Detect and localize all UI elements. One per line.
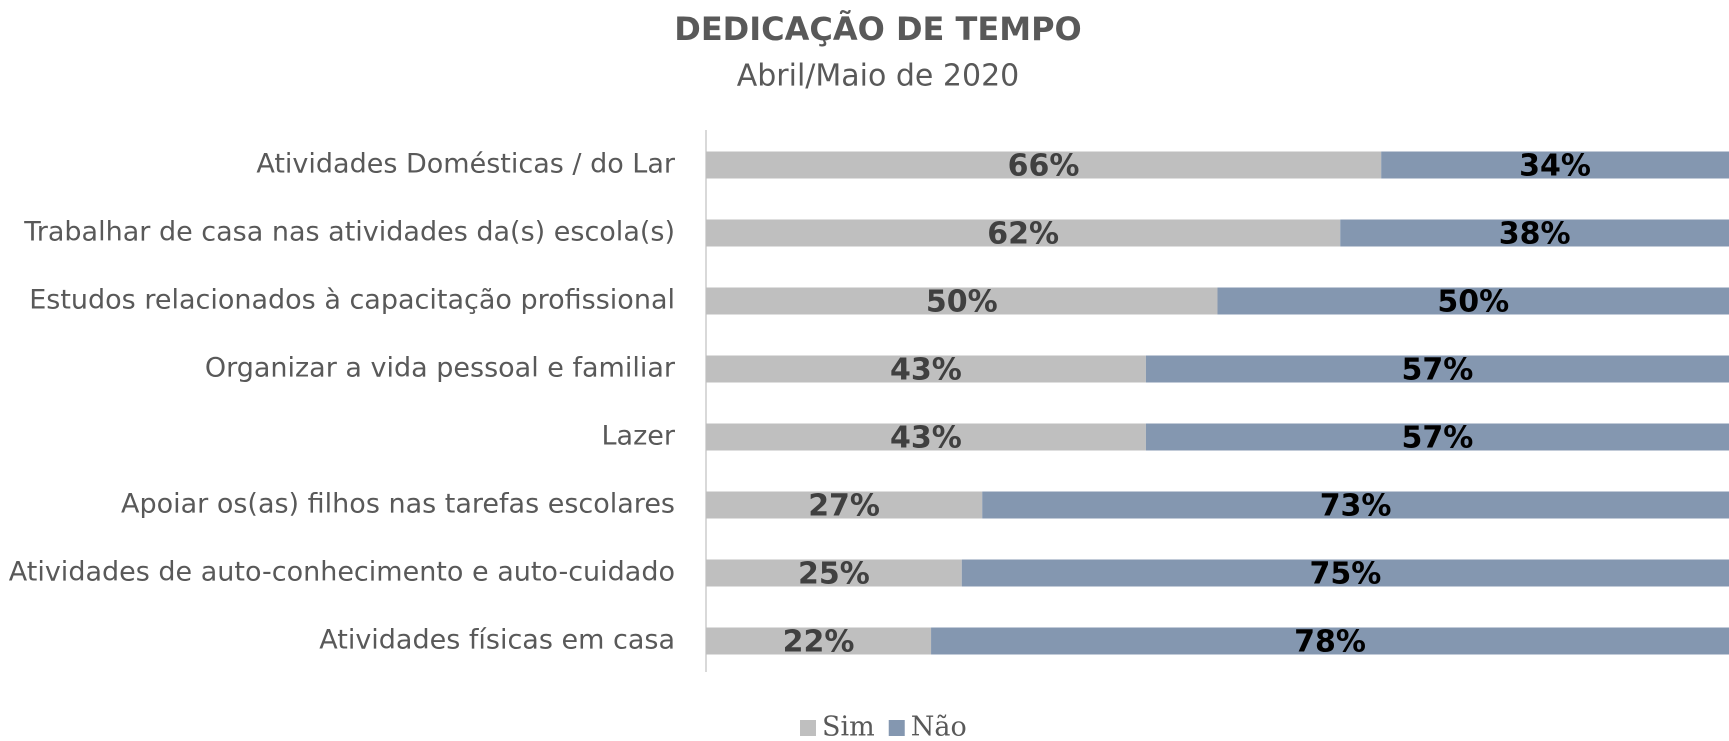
bar-segment [1381,151,1729,179]
data-label: 57% [1402,421,1474,456]
bar-segment [961,559,1729,587]
legend-label: Sim [822,712,875,741]
legend-swatch [800,720,816,736]
data-label: 62% [987,217,1059,252]
y-tick-label: Atividades físicas em casa [319,625,675,656]
y-tick-label: Atividades Domésticas / do Lar [256,149,676,180]
data-label: 50% [1437,285,1509,320]
y-tick-label: Trabalhar de casa nas atividades da(s) e… [23,217,675,248]
bar-segment [706,491,983,519]
chart-title: DEDICAÇÃO DE TEMPO [674,10,1081,48]
data-label: 57% [1402,353,1474,388]
data-label: 27% [808,489,880,524]
y-tick-label: Organizar a vida pessoal e familiar [205,353,676,384]
data-label: 73% [1320,489,1392,524]
bar-segment [706,423,1146,451]
bar-segment [706,559,962,587]
bar-segment [706,151,1382,179]
data-label: 78% [1294,625,1366,660]
bar-segment [931,627,1729,655]
data-label: 34% [1519,149,1591,184]
data-label: 43% [890,353,962,388]
bar-segment [706,219,1341,247]
bar-segment [1340,219,1729,247]
bar-segment [1145,355,1729,383]
legend-swatch [888,720,905,736]
data-label: 38% [1499,217,1571,252]
bar-segment [706,355,1146,383]
y-tick-label: Apoiar os(as) filhos nas tarefas escolar… [121,489,675,520]
bar-segment [1145,423,1729,451]
y-tick-label: Estudos relacionados à capacitação profi… [29,285,675,316]
data-label: 50% [926,285,998,320]
data-label: 66% [1008,149,1080,184]
chart-subtitle: Abril/Maio de 2020 [737,59,1020,94]
y-tick-label: Atividades de auto-conhecimento e auto-c… [9,557,675,588]
data-label: 43% [890,421,962,456]
data-label: 22% [783,625,855,660]
y-tick-label: Lazer [602,421,676,452]
bar-segment [1217,287,1729,315]
bar-segment [706,627,932,655]
legend-label: Não [911,712,967,741]
data-label: 25% [798,557,870,592]
bar-segment [982,491,1729,519]
data-label: 75% [1309,557,1381,592]
bar-segment [706,287,1218,315]
